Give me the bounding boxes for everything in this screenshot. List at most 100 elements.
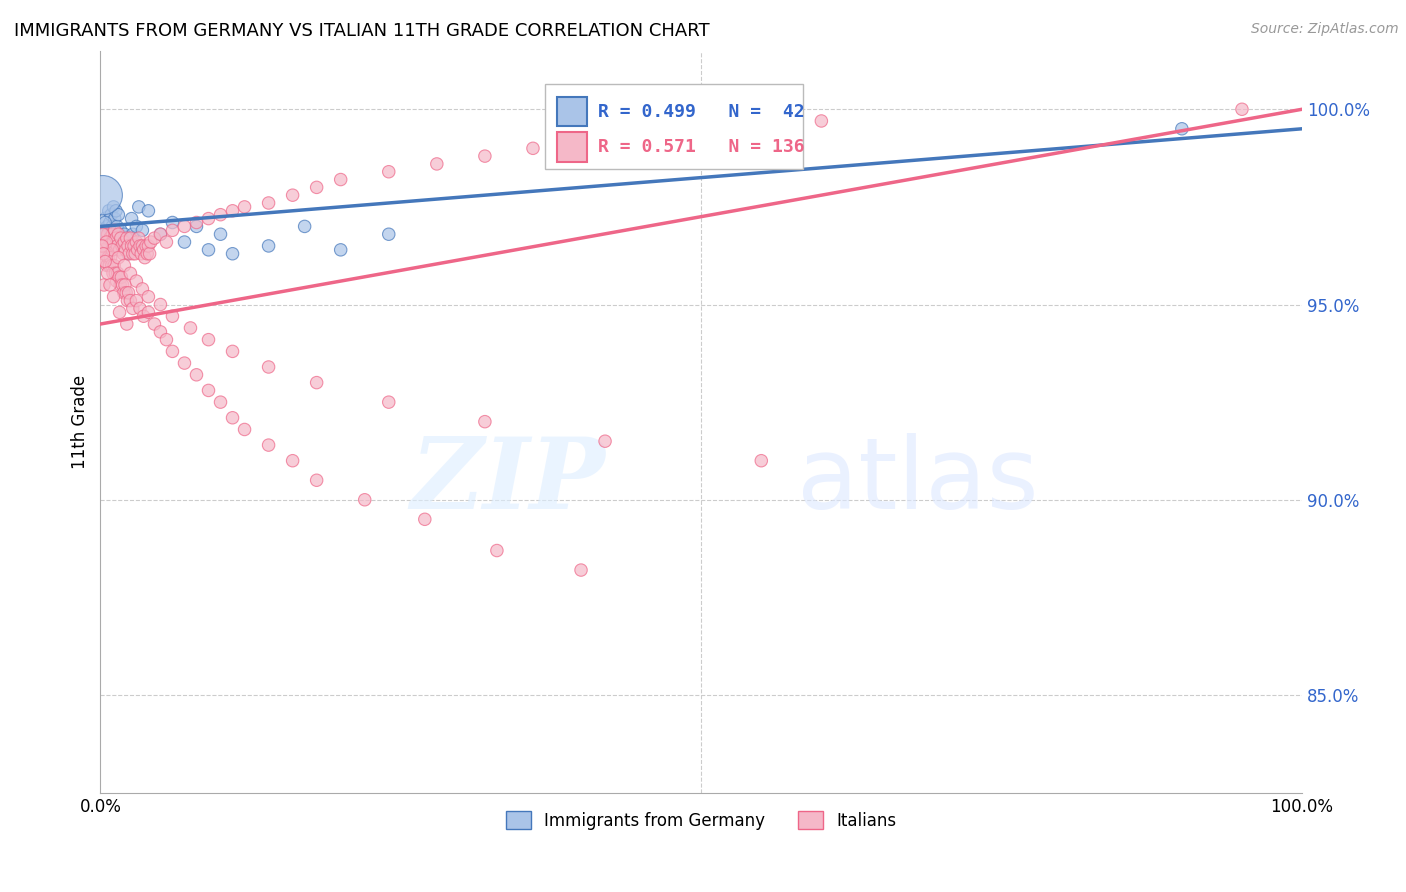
- Point: [257, 438, 280, 452]
- Point: [107, 251, 129, 265]
- Point: [104, 211, 127, 226]
- Point: [121, 211, 143, 226]
- Point: [305, 180, 328, 194]
- Point: [186, 219, 208, 234]
- Point: [155, 333, 177, 347]
- Point: [121, 239, 143, 253]
- Point: [329, 172, 352, 186]
- Text: Source: ZipAtlas.com: Source: ZipAtlas.com: [1251, 22, 1399, 37]
- Point: [97, 266, 120, 280]
- Point: [162, 223, 184, 237]
- Point: [522, 141, 544, 155]
- Point: [162, 344, 184, 359]
- Point: [107, 266, 129, 280]
- Point: [186, 215, 208, 229]
- Point: [690, 121, 713, 136]
- Point: [125, 235, 148, 249]
- Point: [98, 277, 121, 292]
- Point: [101, 243, 124, 257]
- Point: [108, 227, 131, 242]
- Point: [593, 434, 616, 449]
- Point: [115, 235, 138, 249]
- Point: [209, 208, 232, 222]
- Point: [94, 239, 117, 253]
- Point: [100, 259, 122, 273]
- Point: [149, 297, 172, 311]
- Point: [121, 227, 143, 242]
- Point: [377, 165, 399, 179]
- Point: [91, 251, 114, 265]
- Point: [569, 563, 592, 577]
- Point: [138, 239, 160, 253]
- Point: [294, 219, 316, 234]
- Point: [426, 157, 449, 171]
- Point: [93, 227, 115, 242]
- Point: [129, 246, 152, 260]
- Point: [257, 359, 280, 374]
- Point: [118, 231, 141, 245]
- Point: [257, 196, 280, 211]
- Point: [112, 231, 135, 245]
- Point: [138, 246, 160, 260]
- Point: [110, 270, 132, 285]
- Point: [125, 274, 148, 288]
- Point: [115, 317, 138, 331]
- Point: [97, 251, 120, 265]
- Point: [120, 293, 142, 308]
- Point: [197, 211, 219, 226]
- Point: [101, 227, 124, 242]
- Point: [129, 239, 152, 253]
- Point: [93, 277, 115, 292]
- Point: [221, 203, 243, 218]
- Point: [233, 200, 256, 214]
- Point: [121, 301, 143, 316]
- Point: [138, 203, 160, 218]
- Point: [186, 368, 208, 382]
- Point: [91, 227, 114, 242]
- Point: [197, 333, 219, 347]
- Point: [149, 325, 172, 339]
- Point: [91, 239, 114, 253]
- Y-axis label: 11th Grade: 11th Grade: [72, 375, 89, 468]
- Point: [100, 208, 122, 222]
- Point: [138, 305, 160, 319]
- Point: [128, 200, 150, 214]
- Point: [122, 239, 145, 253]
- Text: IMMIGRANTS FROM GERMANY VS ITALIAN 11TH GRADE CORRELATION CHART: IMMIGRANTS FROM GERMANY VS ITALIAN 11TH …: [14, 22, 710, 40]
- Point: [162, 310, 184, 324]
- Point: [377, 395, 399, 409]
- Text: ZIP: ZIP: [411, 433, 605, 529]
- Point: [107, 208, 129, 222]
- Point: [149, 227, 172, 242]
- Point: [124, 246, 146, 260]
- Point: [104, 266, 127, 280]
- Point: [305, 376, 328, 390]
- Point: [474, 415, 496, 429]
- Point: [134, 251, 156, 265]
- Point: [110, 223, 132, 237]
- Point: [103, 200, 125, 214]
- Point: [138, 290, 160, 304]
- Point: [121, 246, 143, 260]
- Point: [221, 410, 243, 425]
- Point: [131, 282, 153, 296]
- Text: R = 0.571   N = 136: R = 0.571 N = 136: [598, 138, 804, 156]
- Legend: Immigrants from Germany, Italians: Immigrants from Germany, Italians: [499, 805, 904, 837]
- Point: [1171, 121, 1194, 136]
- Point: [93, 254, 115, 268]
- Point: [413, 512, 436, 526]
- Point: [353, 492, 375, 507]
- Point: [91, 188, 114, 202]
- Point: [281, 454, 304, 468]
- Point: [114, 277, 136, 292]
- Point: [377, 227, 399, 242]
- Point: [110, 231, 132, 245]
- Point: [131, 239, 153, 253]
- Point: [120, 239, 142, 253]
- Point: [143, 231, 166, 245]
- Point: [115, 285, 138, 300]
- Point: [104, 231, 127, 245]
- Point: [197, 384, 219, 398]
- Point: [112, 246, 135, 260]
- Point: [107, 227, 129, 242]
